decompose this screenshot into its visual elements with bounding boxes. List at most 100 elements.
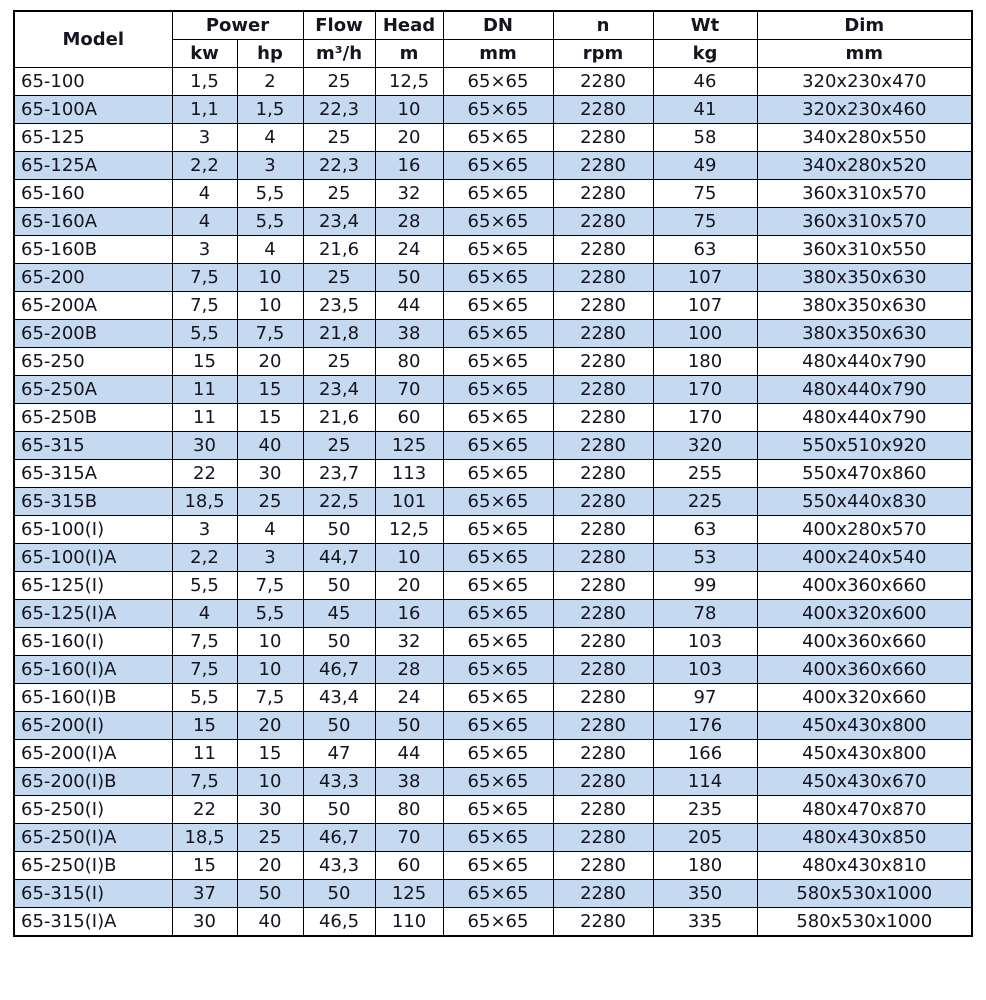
cell-model: 65-200(I) <box>13 711 173 740</box>
cell-head: 125 <box>374 431 444 460</box>
cell-dn: 65×65 <box>442 375 554 404</box>
cell-flow: 43,4 <box>302 683 376 712</box>
cell-model: 65-200(I)A <box>13 739 173 768</box>
cell-rpm: 2280 <box>552 515 654 544</box>
table-row: 65-200 7,5 10 25 50 65×65 2280 107 380x350x630 <box>13 263 973 292</box>
cell-wt: 180 <box>652 347 758 376</box>
cell-kw: 1,5 <box>171 67 238 96</box>
cell-flow: 43,3 <box>302 851 376 880</box>
cell-rpm: 2280 <box>552 851 654 880</box>
cell-flow: 25 <box>302 123 376 152</box>
cell-dn: 65×65 <box>442 683 554 712</box>
cell-rpm: 2280 <box>552 179 654 208</box>
cell-flow: 50 <box>302 627 376 656</box>
cell-model: 65-160 <box>13 179 173 208</box>
cell-kw: 4 <box>171 599 238 628</box>
cell-wt: 176 <box>652 711 758 740</box>
cell-rpm: 2280 <box>552 879 654 908</box>
cell-kw: 37 <box>171 879 238 908</box>
cell-dn: 65×65 <box>442 487 554 516</box>
cell-hp: 40 <box>236 907 304 937</box>
cell-flow: 21,6 <box>302 235 376 264</box>
cell-head: 80 <box>374 795 444 824</box>
table-row: 65-200A 7,5 10 23,5 44 65×65 2280 107 380x350x63… <box>13 291 973 320</box>
cell-head: 20 <box>374 123 444 152</box>
cell-model: 65-160(I)A <box>13 655 173 684</box>
cell-model: 65-200A <box>13 291 173 320</box>
cell-head: 28 <box>374 655 444 684</box>
table-row: 65-100(I) 3 4 50 12,5 65×65 2280 63 400x280x570 <box>13 515 973 544</box>
cell-head: 28 <box>374 207 444 236</box>
cell-wt: 166 <box>652 739 758 768</box>
cell-dim: 480x440x790 <box>756 403 973 432</box>
cell-kw: 3 <box>171 235 238 264</box>
cell-dim: 550x440x830 <box>756 487 973 516</box>
cell-head: 70 <box>374 823 444 852</box>
cell-model: 65-125A <box>13 151 173 180</box>
cell-dim: 550x470x860 <box>756 459 973 488</box>
cell-dn: 65×65 <box>442 907 554 937</box>
cell-model: 65-200B <box>13 319 173 348</box>
cell-rpm: 2280 <box>552 739 654 768</box>
cell-wt: 75 <box>652 207 758 236</box>
cell-wt: 235 <box>652 795 758 824</box>
table-row: 65-250(I) 22 30 50 80 65×65 2280 235 480x470x870 <box>13 795 973 824</box>
cell-dim: 400x360x660 <box>756 627 973 656</box>
cell-flow: 50 <box>302 879 376 908</box>
cell-flow: 25 <box>302 179 376 208</box>
col-header-flow: Flow <box>302 10 376 40</box>
cell-wt: 107 <box>652 291 758 320</box>
cell-wt: 107 <box>652 263 758 292</box>
table-row: 65-160(I)A 7,5 10 46,7 28 65×65 2280 103 400x360… <box>13 655 973 684</box>
cell-kw: 7,5 <box>171 655 238 684</box>
cell-head: 80 <box>374 347 444 376</box>
table-row: 65-200(I)B 7,5 10 43,3 38 65×65 2280 114 450x430… <box>13 767 973 796</box>
cell-kw: 2,2 <box>171 543 238 572</box>
cell-model: 65-315(I) <box>13 879 173 908</box>
cell-model: 65-100(I) <box>13 515 173 544</box>
cell-kw: 7,5 <box>171 263 238 292</box>
cell-dim: 580x530x1000 <box>756 879 973 908</box>
cell-wt: 46 <box>652 67 758 96</box>
cell-dn: 65×65 <box>442 515 554 544</box>
cell-rpm: 2280 <box>552 151 654 180</box>
col-header-dim: Dim <box>756 10 973 40</box>
cell-wt: 170 <box>652 403 758 432</box>
cell-head: 60 <box>374 851 444 880</box>
cell-wt: 49 <box>652 151 758 180</box>
cell-rpm: 2280 <box>552 95 654 124</box>
cell-rpm: 2280 <box>552 543 654 572</box>
cell-head: 110 <box>374 907 444 937</box>
cell-dn: 65×65 <box>442 879 554 908</box>
cell-head: 113 <box>374 459 444 488</box>
cell-head: 12,5 <box>374 515 444 544</box>
cell-head: 10 <box>374 543 444 572</box>
cell-model: 65-250(I) <box>13 795 173 824</box>
cell-kw: 15 <box>171 711 238 740</box>
cell-dim: 480x430x810 <box>756 851 973 880</box>
cell-model: 65-250(I)A <box>13 823 173 852</box>
table-row: 65-100A 1,1 1,5 22,3 10 65×65 2280 41 320x230x46… <box>13 95 973 124</box>
cell-wt: 170 <box>652 375 758 404</box>
cell-head: 32 <box>374 179 444 208</box>
cell-hp: 2 <box>236 67 304 96</box>
cell-model: 65-125 <box>13 123 173 152</box>
cell-kw: 11 <box>171 375 238 404</box>
cell-wt: 103 <box>652 627 758 656</box>
cell-head: 10 <box>374 95 444 124</box>
cell-model: 65-160A <box>13 207 173 236</box>
cell-hp: 3 <box>236 151 304 180</box>
cell-rpm: 2280 <box>552 347 654 376</box>
cell-model: 65-200 <box>13 263 173 292</box>
cell-wt: 53 <box>652 543 758 572</box>
cell-dn: 65×65 <box>442 599 554 628</box>
cell-hp: 20 <box>236 347 304 376</box>
cell-model: 65-160(I) <box>13 627 173 656</box>
cell-head: 60 <box>374 403 444 432</box>
unit-header-hp: hp <box>236 39 304 68</box>
cell-dim: 400x240x540 <box>756 543 973 572</box>
cell-flow: 50 <box>302 711 376 740</box>
table-row: 65-315B 18,5 25 22,5 101 65×65 2280 225 550x440x… <box>13 487 973 516</box>
cell-head: 16 <box>374 151 444 180</box>
cell-kw: 1,1 <box>171 95 238 124</box>
